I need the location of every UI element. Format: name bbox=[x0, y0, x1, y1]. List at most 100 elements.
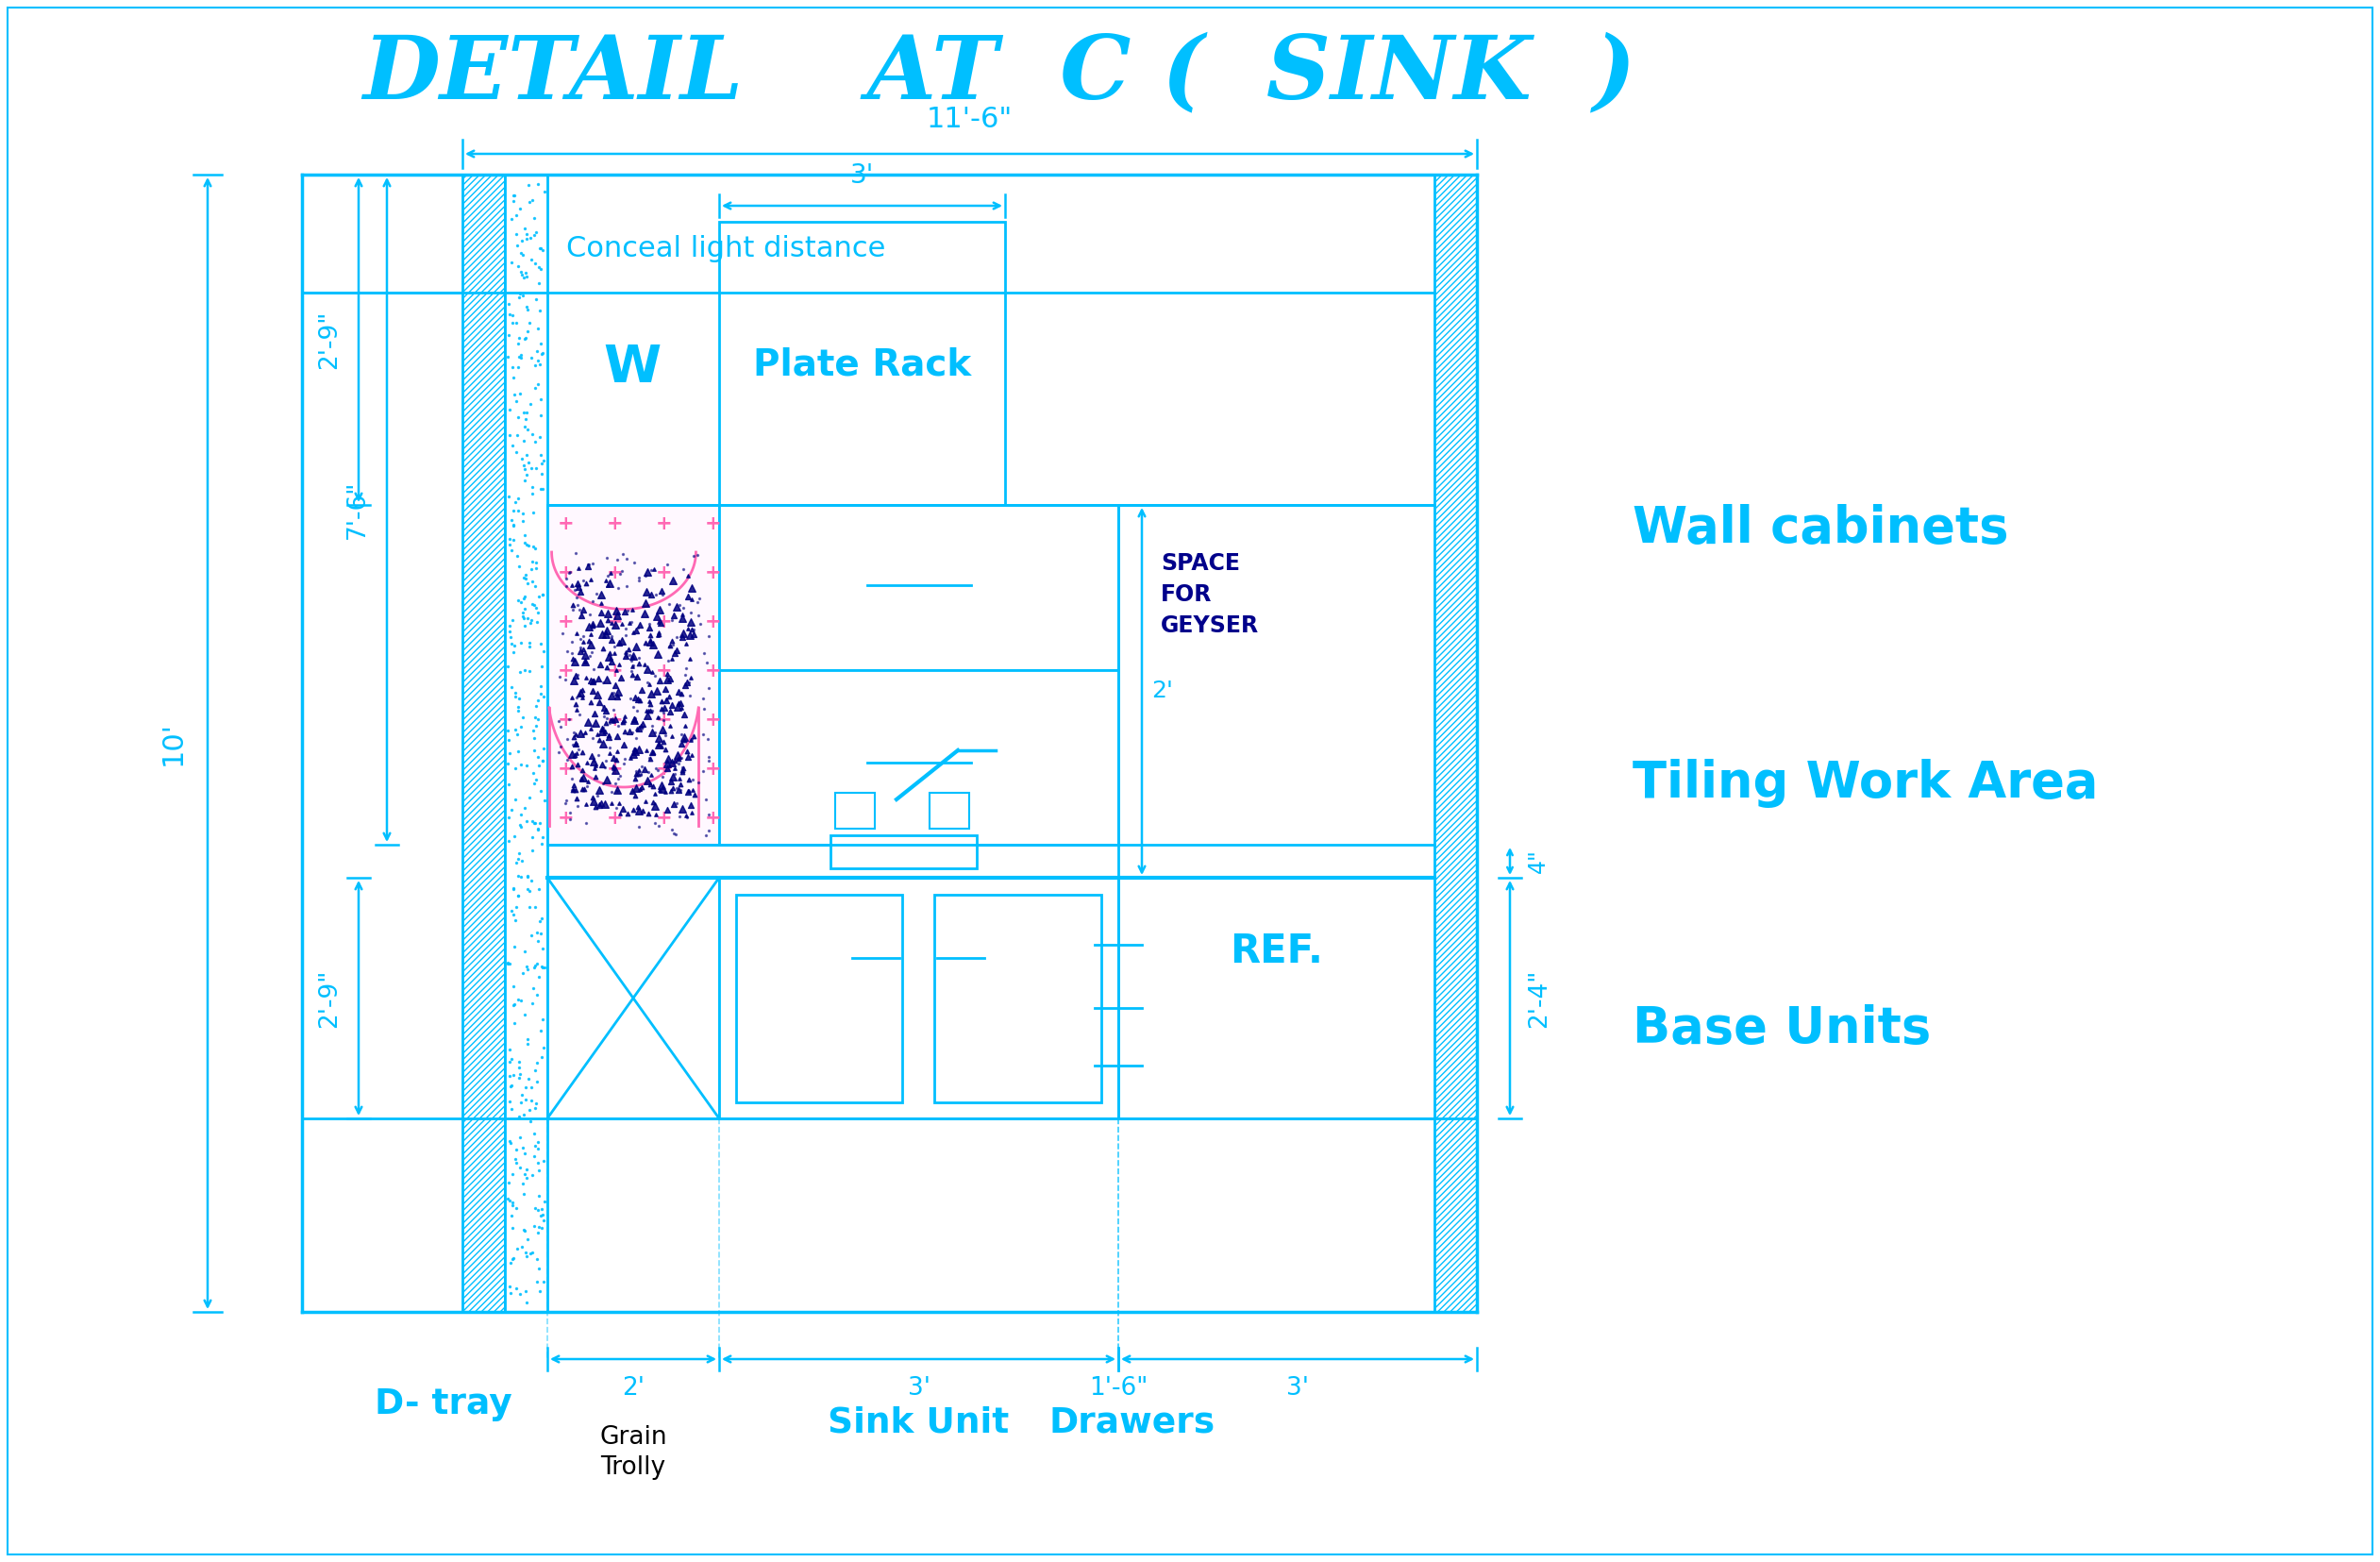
Text: Grain
Trolly: Grain Trolly bbox=[600, 1425, 666, 1479]
Point bbox=[564, 684, 602, 709]
Point bbox=[631, 689, 669, 714]
Point bbox=[507, 462, 545, 487]
Point bbox=[514, 475, 552, 500]
Point bbox=[647, 756, 685, 781]
Point bbox=[516, 536, 555, 561]
Point bbox=[631, 623, 669, 648]
Point bbox=[497, 389, 536, 414]
Point bbox=[519, 708, 557, 733]
Point bbox=[512, 608, 550, 633]
Point bbox=[631, 628, 669, 653]
Point bbox=[514, 761, 552, 786]
Text: Drawers: Drawers bbox=[1050, 1406, 1216, 1440]
Point bbox=[524, 748, 562, 773]
Point bbox=[562, 639, 600, 664]
Text: Wall cabinets: Wall cabinets bbox=[1633, 505, 2009, 553]
Point bbox=[652, 778, 690, 803]
Point bbox=[521, 351, 559, 376]
Point bbox=[595, 709, 633, 734]
Point bbox=[657, 822, 695, 847]
Point bbox=[650, 634, 688, 659]
Point bbox=[490, 1189, 528, 1214]
Point bbox=[495, 975, 533, 1000]
Point bbox=[671, 778, 709, 803]
Point bbox=[519, 1157, 557, 1182]
Point bbox=[635, 781, 674, 806]
Point bbox=[638, 704, 676, 729]
Point bbox=[654, 820, 693, 845]
Point bbox=[500, 1281, 538, 1306]
Text: 3': 3' bbox=[1285, 1376, 1309, 1401]
Point bbox=[562, 636, 600, 661]
Point bbox=[654, 776, 693, 801]
Point bbox=[583, 715, 621, 740]
Point bbox=[690, 623, 728, 648]
Point bbox=[664, 754, 702, 779]
Point bbox=[674, 617, 712, 642]
Point bbox=[581, 690, 619, 715]
Point bbox=[497, 851, 536, 876]
Text: +: + bbox=[607, 612, 624, 631]
Point bbox=[559, 597, 597, 622]
Point bbox=[519, 1184, 557, 1209]
Point bbox=[550, 559, 588, 584]
Point bbox=[621, 778, 659, 803]
Point bbox=[507, 226, 545, 251]
Point bbox=[674, 575, 712, 600]
Point bbox=[674, 801, 712, 826]
Point bbox=[650, 684, 688, 709]
Point bbox=[516, 714, 555, 739]
Point bbox=[657, 775, 695, 800]
Text: +: + bbox=[704, 564, 721, 583]
Bar bbox=[935, 895, 1102, 1103]
Point bbox=[574, 678, 612, 703]
Point bbox=[664, 756, 702, 781]
Point bbox=[519, 1220, 557, 1245]
Point bbox=[505, 565, 543, 590]
Bar bbox=[931, 793, 969, 829]
Point bbox=[616, 739, 654, 764]
Point bbox=[519, 1246, 557, 1271]
Point bbox=[557, 731, 595, 756]
Point bbox=[509, 634, 547, 659]
Point bbox=[685, 697, 724, 722]
Point bbox=[690, 748, 728, 773]
Point bbox=[524, 736, 562, 761]
Point bbox=[524, 953, 562, 978]
Point bbox=[659, 679, 697, 704]
Point bbox=[514, 1240, 552, 1265]
Point bbox=[493, 631, 531, 656]
Point bbox=[521, 1256, 559, 1281]
Point bbox=[647, 751, 685, 776]
Point bbox=[495, 908, 533, 933]
Point bbox=[574, 748, 612, 773]
Point bbox=[490, 1131, 528, 1156]
Point bbox=[566, 720, 605, 745]
Point bbox=[600, 767, 638, 792]
Point bbox=[488, 950, 526, 975]
Point bbox=[516, 1268, 555, 1293]
Point bbox=[507, 753, 545, 778]
Point bbox=[550, 706, 588, 731]
Point bbox=[490, 772, 528, 797]
Point bbox=[621, 567, 659, 592]
Point bbox=[505, 469, 543, 494]
Point bbox=[585, 670, 624, 695]
Point bbox=[690, 676, 728, 701]
Point bbox=[674, 587, 712, 612]
Point bbox=[566, 811, 605, 836]
Bar bbox=[719, 222, 1004, 506]
Text: +: + bbox=[607, 662, 624, 681]
Point bbox=[547, 565, 585, 590]
Point bbox=[552, 640, 590, 665]
Point bbox=[619, 761, 657, 786]
Point bbox=[647, 687, 685, 712]
Point bbox=[559, 575, 597, 600]
Text: +: + bbox=[557, 809, 574, 828]
Point bbox=[607, 615, 645, 640]
Point bbox=[662, 690, 700, 715]
Text: 3': 3' bbox=[907, 1376, 931, 1401]
Point bbox=[569, 628, 607, 653]
Point bbox=[671, 767, 709, 792]
Point bbox=[550, 561, 588, 586]
